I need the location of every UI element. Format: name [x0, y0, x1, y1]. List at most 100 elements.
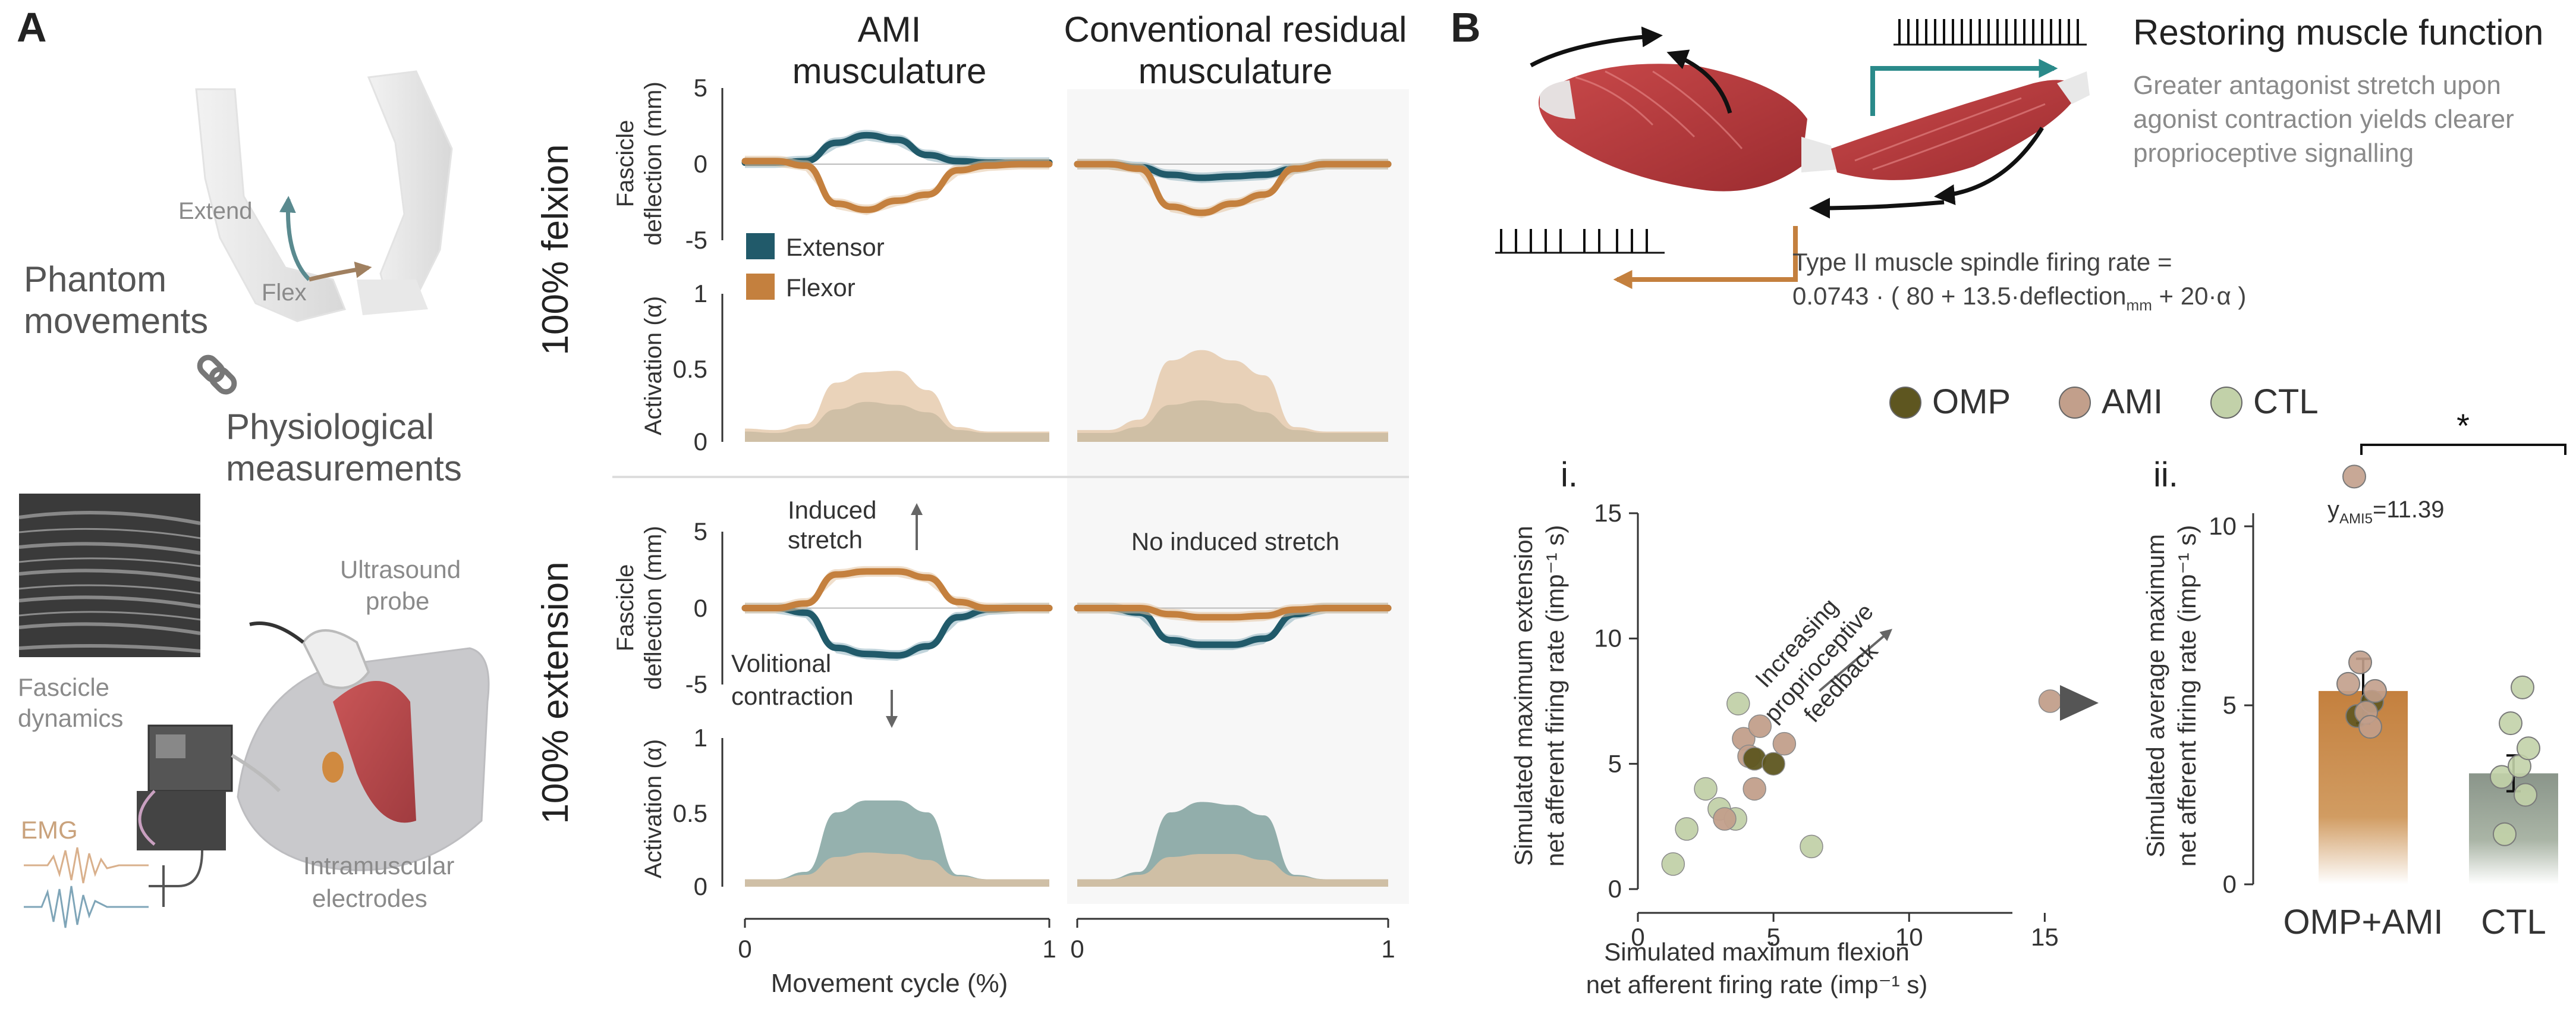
panel-b-subtitle-line1: Greater antagonist stretch upon: [2133, 71, 2501, 100]
tick-label: -5: [685, 670, 707, 698]
bar-category-label: CTL: [2481, 903, 2546, 941]
no-induced-stretch-label: No induced stretch: [1131, 528, 1339, 555]
legend-marker: [1889, 387, 1921, 419]
deflection-line-flexor: [741, 158, 1053, 213]
increasing-feedback-arrow: [1818, 629, 1893, 692]
ylabel-activation-top: Activation (α): [640, 296, 666, 435]
intramuscular-electrodes-line1: Intramuscular: [303, 852, 454, 880]
legend-label: AMI: [2102, 382, 2163, 421]
bar-point-ctl: [2517, 736, 2540, 761]
y-tick-label: 5: [1608, 749, 1622, 777]
orange-signal-arrow: [1613, 226, 1798, 289]
link-icon: [197, 354, 237, 395]
legend-flexor-label: Flexor: [786, 274, 855, 302]
legend-extensor: Extensor: [746, 233, 885, 261]
phantom-movements-line2: movements: [24, 301, 208, 341]
deflection-band: [745, 130, 1049, 168]
spindle-firing-raster-bottom: [1495, 229, 1665, 254]
emg-trace-extensor: [24, 886, 149, 928]
panel-b-letter: B: [1451, 4, 1481, 51]
phantom-leg-illustration: [195, 70, 453, 322]
row-label-flexion: 100% felxion: [535, 144, 576, 355]
scatter-point-ami: [2038, 689, 2062, 713]
formula-line2: 0.0743 · ( 80 + 13.5·deflectionmm + 20·α…: [1792, 282, 2246, 314]
emg-cable: [149, 850, 203, 907]
bar-point-ami: [2342, 464, 2366, 489]
col-header-conv-line1: Conventional residual: [1064, 10, 1407, 49]
deflection-band: [745, 602, 1049, 661]
induced-stretch-line2: stretch: [788, 526, 863, 554]
y-tick-label: 0: [1608, 875, 1622, 903]
x-axis-ami: 0 1: [738, 918, 1056, 963]
curved-arrow-top-mid: [1666, 49, 1732, 114]
bar-point-ami: [2348, 650, 2372, 674]
ultrasound-image: [18, 494, 201, 657]
agonist-antagonist-muscle-illustration: [1539, 64, 2090, 191]
ylabel-deflection-bottom-line1: Fascicle: [612, 564, 639, 652]
x-tick-0: 0: [738, 935, 751, 963]
curved-arrow-bottom-mid: [1809, 197, 1945, 219]
x-tick-0: 0: [1070, 935, 1084, 963]
significance-star: *: [2457, 407, 2470, 444]
ylabel-deflection-bottom-line2: deflection (mm): [640, 526, 666, 690]
legend-extensor-label: Extensor: [786, 233, 885, 261]
y-tick-label: 10: [2209, 512, 2237, 540]
bar-point-ami: [2363, 679, 2387, 703]
play-arrow-icon: [2060, 685, 2099, 721]
tick-label: 0.5: [673, 355, 707, 383]
tick-label: 0: [694, 594, 707, 622]
bar-point-ctl: [2499, 711, 2522, 736]
x-tick-label: 15: [2031, 923, 2059, 951]
ultrasound-probe-icon: [249, 621, 370, 689]
significance-bracket: [2360, 444, 2566, 455]
deflection-line-flexor: [741, 568, 1053, 611]
group-legend: OMP AMI CTL: [1889, 382, 2319, 421]
ultrasound-probe-line2: probe: [366, 587, 429, 615]
phantom-movements-line1: Phantom: [24, 259, 166, 299]
flex-label: Flex: [262, 280, 307, 306]
activation-area-flexor: [745, 852, 1049, 887]
act-ticks-top: 1 0.5 0: [673, 280, 724, 456]
curved-arrow-bottom-right: [1934, 127, 2044, 205]
scatter-panel-label: i.: [1561, 456, 1578, 494]
activation-area-flexor: [1077, 854, 1388, 887]
activation-area-flexor: [745, 371, 1049, 442]
scatter-point-ami: [1748, 714, 1772, 738]
tick-label: 0: [694, 150, 707, 178]
act-ticks-bottom: 1 0.5 0: [673, 724, 724, 900]
x-tick-1: 1: [1381, 935, 1395, 963]
col-header-conv-line2: musculature: [1138, 51, 1333, 91]
x-tick-1: 1: [1042, 935, 1056, 963]
bar-point-ami: [2358, 715, 2382, 739]
scatter-ylabel-line1: Simulated maximum extension: [1509, 526, 1537, 866]
outlier-label-sub: AMI5: [2339, 511, 2373, 527]
ultrasound-probe-line1: Ultrasound: [340, 555, 461, 583]
scatter-point-ami: [1743, 777, 1766, 801]
legend-flexor: Flexor: [746, 274, 855, 302]
outlier-label: yAMI5=11.39: [2327, 497, 2445, 527]
x-tick-label: 5: [1766, 923, 1780, 951]
scatter-xlabel-line1: Simulated maximum flexion: [1604, 938, 1910, 966]
data-acquisition-device: [137, 724, 281, 850]
bar-point-ctl: [2490, 765, 2514, 789]
defl-ticks-top: 5 0 -5: [685, 74, 724, 254]
scatter-xlabel-line2: net afferent firing rate (imp⁻¹ s): [1586, 971, 1928, 999]
scatter-point-omp: [1762, 752, 1785, 776]
bar-point-ami: [2336, 671, 2360, 696]
scatter-point-ctl: [1726, 692, 1750, 715]
curved-arrow-top-left: [1530, 26, 1663, 68]
bar-point-ctl: [2511, 675, 2534, 699]
teal-signal-arrow: [1870, 59, 2058, 116]
panel-b-subtitle-line2: agonist contraction yields clearer: [2133, 105, 2514, 134]
formula-part-a: 0.0743 · ( 80 + 13.5·deflection: [1792, 282, 2127, 310]
fascicle-dynamics-line1: Fascicle: [18, 673, 109, 701]
scatter-ylabel-line2: net afferent firing rate (imp⁻¹ s): [1541, 525, 1569, 867]
x-tick-label: 0: [1631, 923, 1644, 951]
physiological-measurements-line2: measurements: [226, 448, 462, 488]
bar-point-ctl: [2493, 822, 2517, 846]
tick-label: 1: [694, 280, 707, 307]
bar-category-label: OMP+AMI: [2283, 903, 2443, 941]
emg-trace-flexor: [24, 847, 149, 884]
legend-item-ami: AMI: [2059, 382, 2163, 421]
